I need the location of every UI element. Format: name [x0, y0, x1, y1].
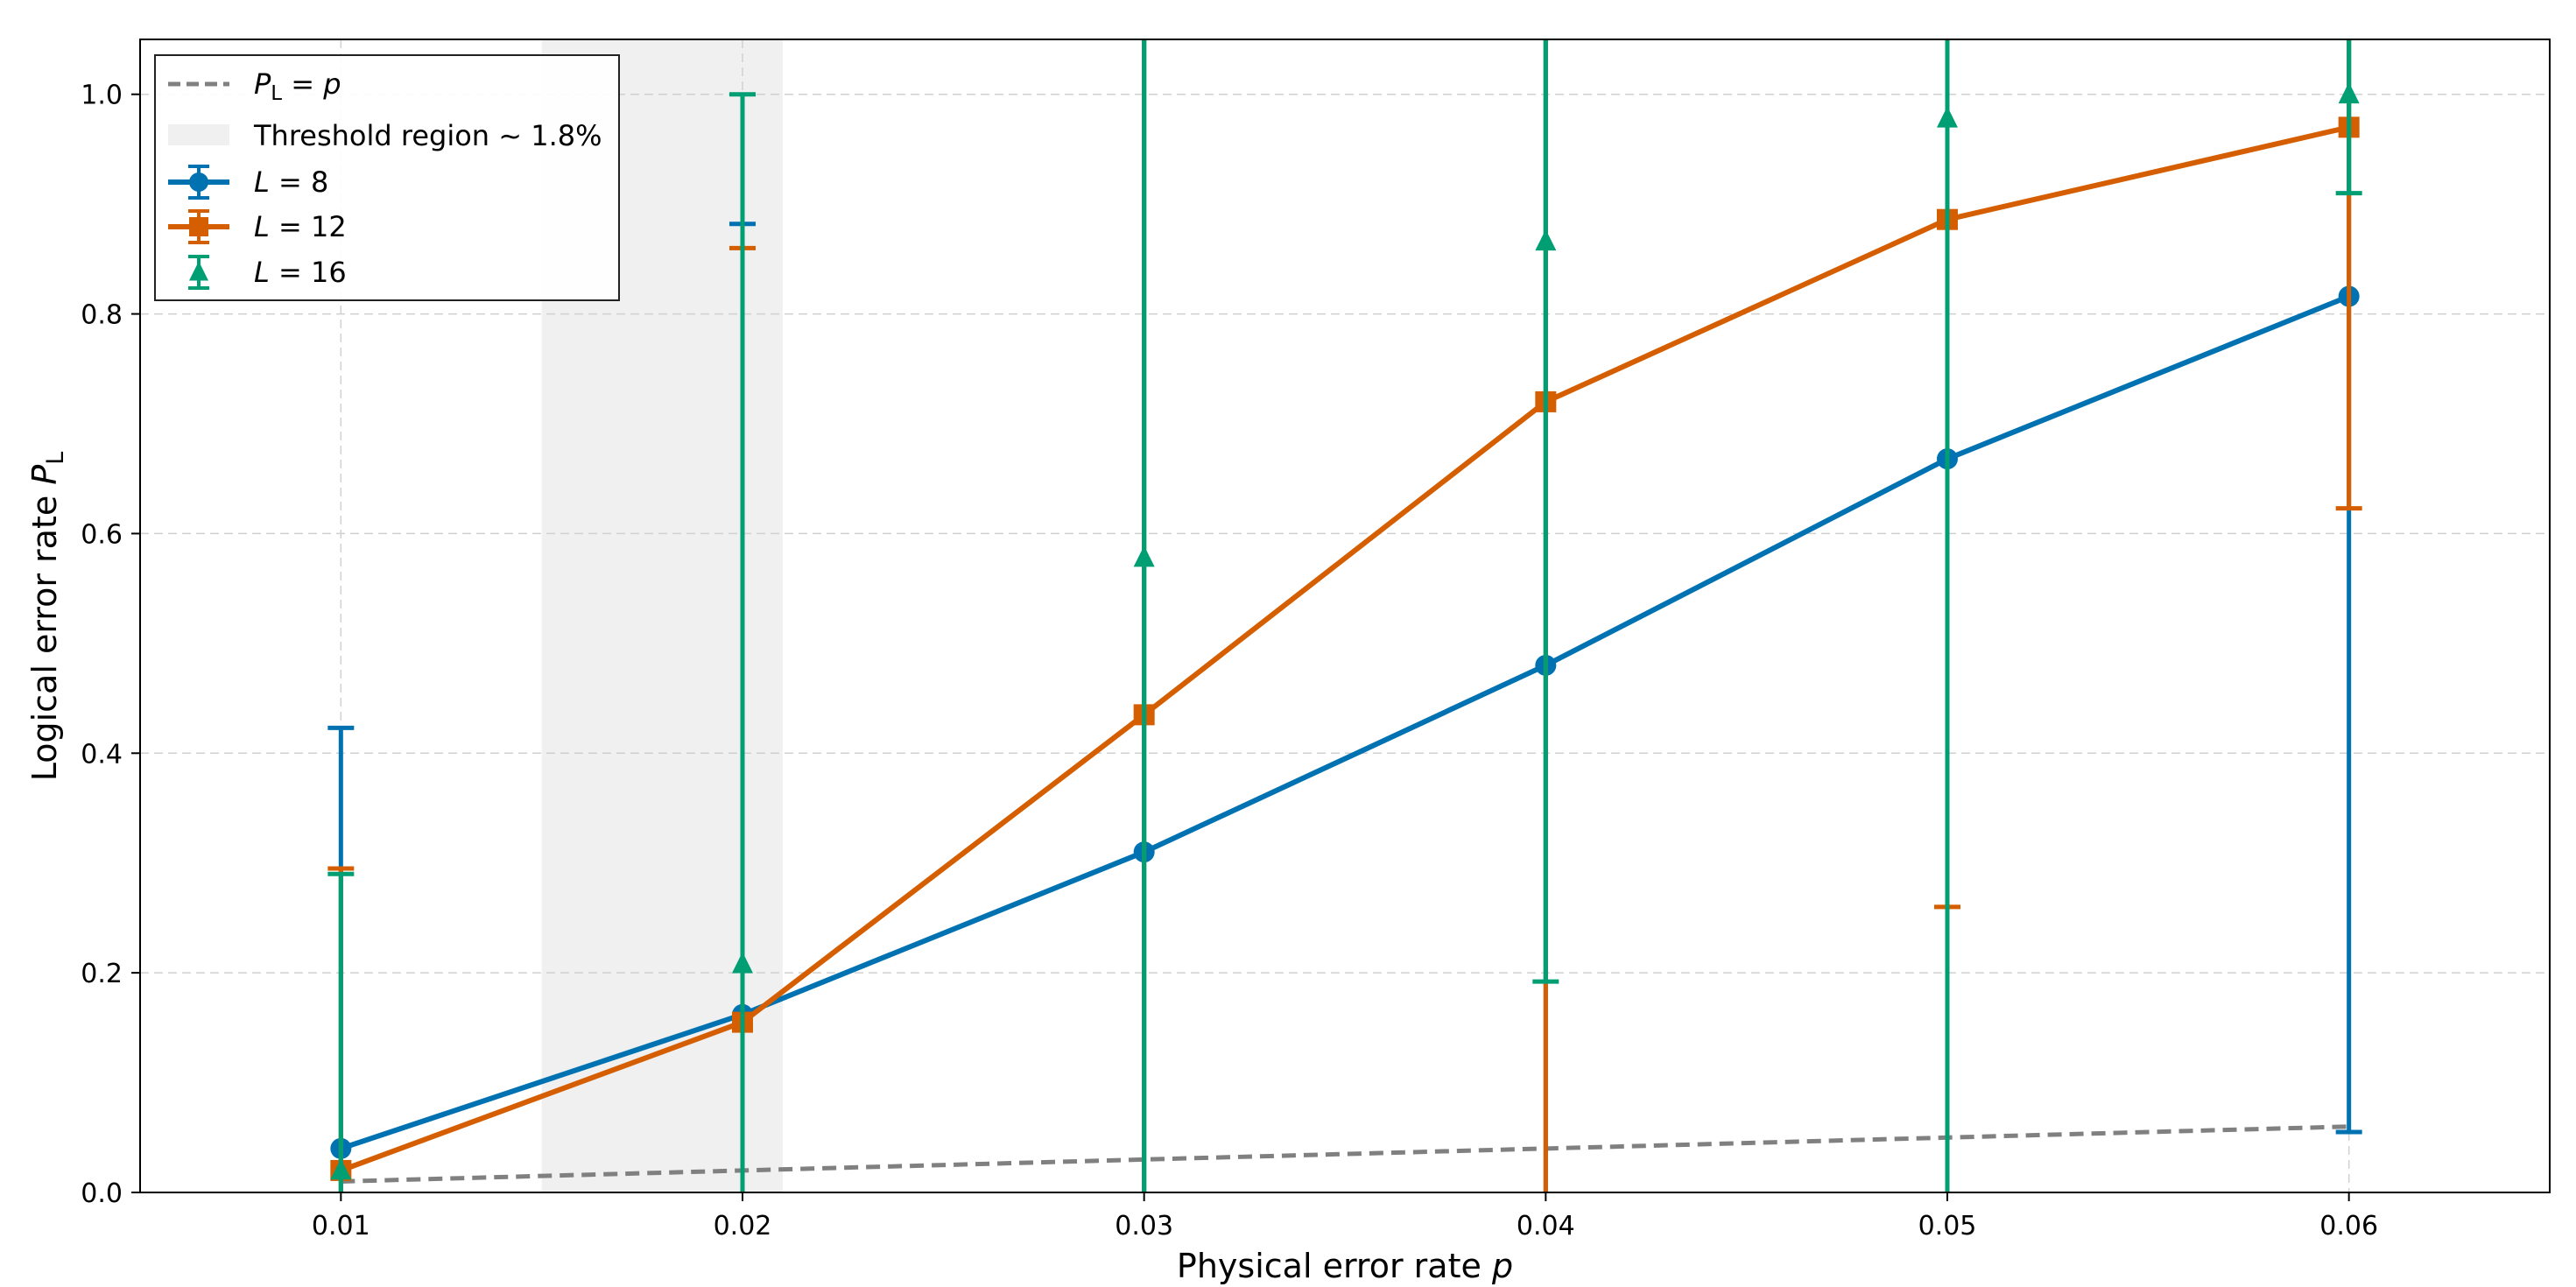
legend-label-series-1: 12 — [311, 210, 347, 243]
x-tick-label-0: 0.01 — [312, 1211, 370, 1241]
svg-text:L = 8: L = 8 — [254, 165, 328, 199]
point-series-2-4 — [1937, 106, 1958, 128]
legend: PL = p Threshold region ~ 1.8% L = 8 L =… — [154, 54, 620, 301]
svg-text:L = 12: L = 12 — [254, 210, 347, 243]
x-tick-label-5: 0.06 — [2319, 1211, 2378, 1241]
svg-text:PL = p: PL = p — [254, 67, 341, 105]
y-tick-label-1: 0.2 — [81, 959, 123, 989]
reference-line-layer — [341, 1124, 2349, 1184]
x-axis-label: Physical error rate p — [1177, 1247, 1513, 1285]
svg-text:L = 16: L = 16 — [254, 256, 347, 289]
point-series-2-3 — [1535, 229, 1557, 251]
x-tick-label-3: 0.04 — [1517, 1211, 1575, 1241]
legend-label-series-2: 16 — [311, 256, 347, 289]
legend-item-reference: PL = p — [168, 67, 341, 105]
legend-item-series-2: L = 16 — [188, 255, 347, 290]
legend-swatch-series-0 — [168, 165, 229, 200]
y-axis-label: Logical error rate PL — [25, 452, 69, 782]
legend-box — [154, 54, 620, 301]
legend-item-threshold: Threshold region ~ 1.8% — [168, 119, 602, 152]
legend-ref-rhs: p — [322, 67, 341, 101]
legend-threshold-value: 1.8% — [531, 119, 602, 152]
y-tick-label-5: 1.0 — [81, 81, 123, 111]
y-tick-label-2: 0.4 — [81, 739, 123, 770]
x-tick-label-2: 0.03 — [1115, 1211, 1173, 1241]
legend-swatch-series-2 — [188, 255, 209, 290]
point-series-2-0 — [330, 1158, 352, 1180]
legend-item-series-0: L = 8 — [168, 165, 328, 200]
legend-threshold-label: Threshold region — [253, 119, 489, 152]
plot-frame — [139, 39, 2551, 1193]
y-tick-label-0: 0.0 — [81, 1178, 123, 1209]
series-layer — [327, 39, 2362, 1192]
series-line-0 — [340, 293, 2350, 1151]
legend-swatch-series-1 — [168, 209, 229, 244]
legend-ref-lhs: P — [254, 67, 271, 101]
point-series-2-1 — [732, 952, 753, 974]
legend-marker-series-1 — [189, 217, 208, 236]
x-tick-label-4: 0.05 — [1918, 1211, 1977, 1241]
legend-marker-series-0 — [189, 172, 208, 192]
point-series-2-5 — [2338, 81, 2360, 104]
reference-line — [341, 1124, 2349, 1184]
series-line-1 — [340, 124, 2350, 1173]
y-tick-label-3: 0.6 — [81, 519, 123, 550]
legend-label-series-0: 8 — [311, 165, 328, 199]
point-series-2-2 — [1133, 545, 1155, 567]
ticks-layer: 0.01 0.02 0.03 0.04 0.05 0.06 0.0 0.2 0.4 0.6 0.8 1… — [81, 81, 2378, 1241]
svg-text:Threshold region ~ 1.8%: Threshold region ~ 1.8% — [253, 119, 602, 152]
legend-marker-series-2 — [189, 261, 208, 281]
legend-threshold-swatch — [168, 124, 229, 145]
series-2 — [327, 39, 2362, 1192]
x-tick-label-1: 0.02 — [714, 1211, 772, 1241]
legend-ref-sub: L — [271, 82, 282, 105]
y-tick-label-4: 0.8 — [81, 300, 123, 331]
legend-item-series-1: L = 12 — [168, 209, 347, 244]
